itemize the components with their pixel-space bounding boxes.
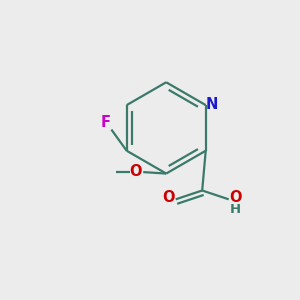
Text: O: O	[130, 164, 142, 179]
Text: F: F	[100, 115, 110, 130]
Text: O: O	[230, 190, 242, 205]
Text: O: O	[162, 190, 174, 205]
Text: H: H	[230, 203, 241, 216]
Text: N: N	[206, 97, 218, 112]
